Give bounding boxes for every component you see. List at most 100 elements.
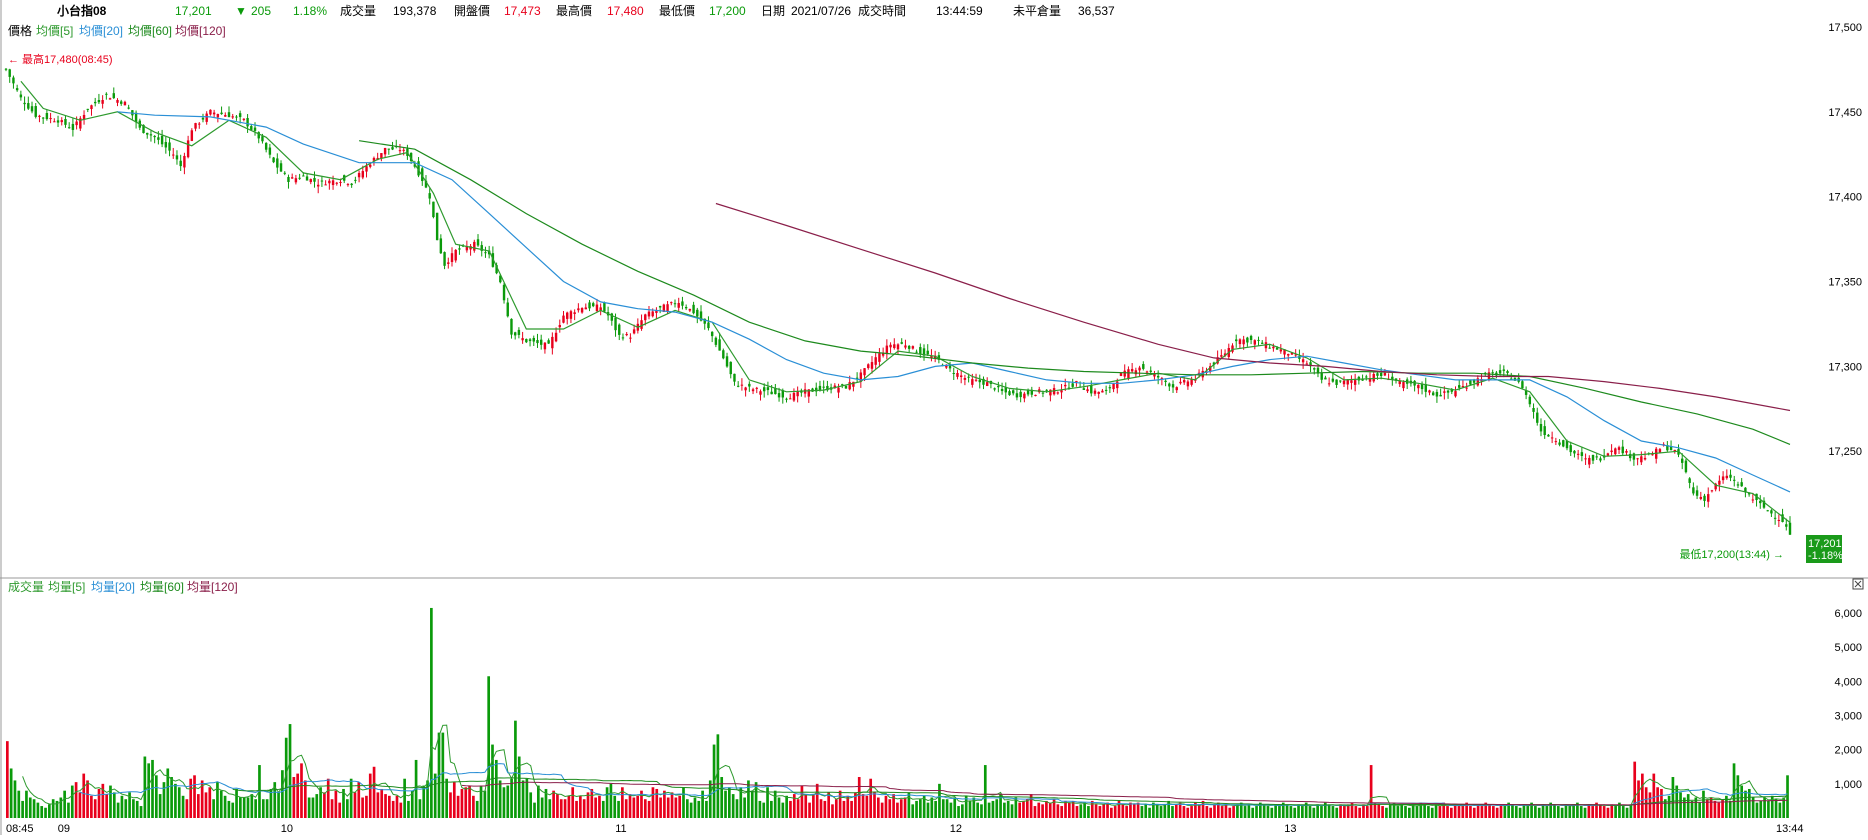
volume-bar <box>617 800 620 818</box>
candle <box>1086 385 1089 393</box>
candle <box>149 130 153 142</box>
volume-bar <box>1686 794 1690 818</box>
volume-averages <box>22 724 1788 807</box>
candle <box>198 122 201 129</box>
volume-bar <box>953 797 957 818</box>
candle <box>1331 373 1335 383</box>
candle <box>881 347 885 358</box>
open-value: 17,473 <box>504 4 541 18</box>
volume-bar <box>1323 802 1327 818</box>
candle <box>27 96 30 110</box>
volume-bar <box>1751 797 1755 818</box>
legend-price[interactable]: 價格 <box>8 23 32 38</box>
candle <box>1428 389 1431 396</box>
volume-bar <box>1167 800 1170 818</box>
volume-bar <box>838 790 842 818</box>
volume-bar <box>796 799 800 818</box>
legend-ma120[interactable]: 均價[120] <box>175 24 226 38</box>
volume-bar <box>101 783 105 818</box>
legend-vma20[interactable]: 均量[20] <box>91 580 135 594</box>
time-tick-label: 13:44 <box>1776 823 1804 835</box>
legend-vma60[interactable]: 均量[60] <box>140 580 184 594</box>
volume-bar <box>1404 806 1407 818</box>
volume-bar <box>1301 806 1304 818</box>
volume-bar <box>598 795 601 818</box>
candle <box>532 335 535 346</box>
legend-ma60[interactable]: 均價[60] <box>128 24 172 38</box>
volume-bar <box>223 795 227 818</box>
volume-bar <box>1461 804 1465 818</box>
candle <box>948 361 952 372</box>
volume-bar <box>1182 806 1186 818</box>
volume-bar <box>97 788 101 818</box>
legend-vma120[interactable]: 均量[120] <box>187 580 238 594</box>
close-icon[interactable] <box>1852 578 1864 590</box>
candle <box>547 338 550 344</box>
time-label: 成交時間 <box>858 3 906 18</box>
legend-volume[interactable]: 成交量 <box>8 579 44 594</box>
volume-bar <box>869 778 873 818</box>
volume-bar <box>70 785 74 818</box>
volume-bar <box>1713 800 1717 818</box>
candle <box>1108 384 1112 394</box>
volume-bar <box>1423 804 1426 818</box>
candle <box>402 147 405 156</box>
candle <box>740 378 744 391</box>
volume-bar <box>1400 804 1404 818</box>
volume-bar <box>1396 806 1400 818</box>
candle <box>387 148 391 155</box>
candle <box>268 143 272 159</box>
candle <box>1681 453 1684 470</box>
legend-vma5[interactable]: 均量[5] <box>48 580 85 594</box>
volume-bar <box>483 790 487 818</box>
volume-bar <box>647 800 651 818</box>
volume-bar <box>1117 800 1121 818</box>
volume-bar <box>1530 802 1533 818</box>
volume-bar <box>1560 807 1564 818</box>
volume-bar <box>506 785 510 818</box>
volume-bar <box>17 790 21 818</box>
volume-bar <box>1430 807 1434 818</box>
volume-bar <box>624 799 628 818</box>
candle <box>1528 394 1532 408</box>
candle <box>1257 336 1260 346</box>
volume-bar <box>449 792 452 818</box>
volume-bar <box>1709 797 1713 818</box>
volume-bar <box>1641 773 1644 818</box>
volume-bar <box>1152 802 1155 818</box>
volume-bar <box>1774 799 1778 818</box>
change-value: 205 <box>251 4 271 18</box>
candle <box>1231 343 1234 354</box>
legend-ma20[interactable]: 均價[20] <box>79 24 123 38</box>
volume-bar <box>162 782 166 818</box>
volume-bar <box>533 802 536 818</box>
candle <box>1346 379 1349 390</box>
volume-bar <box>475 800 479 818</box>
volume-bar <box>399 802 403 818</box>
volume-bar <box>1778 802 1782 818</box>
candle <box>1168 382 1171 392</box>
volume-bar <box>1003 802 1006 818</box>
volume-bar <box>1411 804 1415 818</box>
time-tick-label: 08:45 <box>6 823 34 835</box>
volume-bar <box>1679 792 1682 818</box>
candle <box>71 118 75 137</box>
candle <box>1424 377 1427 398</box>
last-box-percent: -1.18% <box>1808 550 1843 562</box>
candle <box>1476 375 1480 387</box>
volume-bar <box>1148 807 1151 818</box>
candle <box>179 154 182 172</box>
legend-ma5[interactable]: 均價[5] <box>36 24 73 38</box>
volume-bar <box>1388 804 1392 818</box>
volume-bar <box>915 800 918 818</box>
volume-bar <box>1159 806 1163 818</box>
candle <box>1435 389 1439 403</box>
candle <box>1253 339 1257 350</box>
candle <box>313 171 316 188</box>
candle <box>603 301 606 313</box>
volume-bar <box>651 787 655 818</box>
candle <box>428 188 431 205</box>
volume-bar <box>1770 795 1774 818</box>
candle <box>439 234 443 255</box>
volume-bar <box>1274 804 1277 818</box>
